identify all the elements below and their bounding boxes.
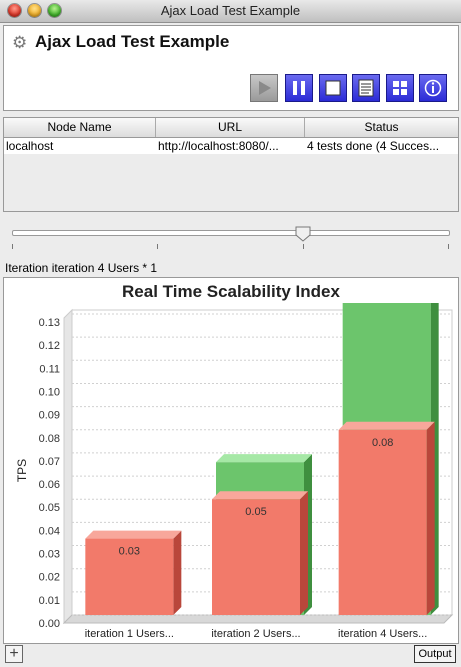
- pause-icon: [293, 81, 305, 95]
- y-tick-label: 0.04: [39, 525, 60, 537]
- chart-title: Real Time Scalability Index: [122, 282, 340, 301]
- data-label: 0.03: [119, 546, 140, 558]
- x-tick-label: iteration 1 Users...: [85, 628, 174, 640]
- y-tick-label: 0.00: [39, 618, 60, 630]
- stop-button[interactable]: [319, 74, 347, 102]
- table-header: Node Name URL Status: [4, 118, 458, 138]
- header-panel: ⚙ Ajax Load Test Example: [3, 25, 459, 111]
- bar-red-top: [212, 491, 308, 500]
- table-row[interactable]: localhost http://localhost:8080/... 4 te…: [4, 138, 458, 154]
- cell-status: 4 tests done (4 Succes...: [307, 139, 440, 153]
- bar-red: [85, 538, 174, 615]
- page-title: Ajax Load Test Example: [35, 32, 230, 51]
- zoom-window-button[interactable]: [48, 4, 61, 17]
- play-icon: [259, 81, 271, 95]
- bar-red-side: [300, 491, 308, 615]
- info-button[interactable]: [419, 74, 447, 102]
- bar-green-top: [216, 454, 312, 463]
- close-window-button[interactable]: [8, 4, 21, 17]
- scalability-chart: 0.00 0.01 0.02 0.03 0.04 0.05 0.06 0.07 0.08 0.09…: [15, 303, 454, 640]
- x-tick-label: iteration 2 Users...: [211, 628, 300, 640]
- run-button[interactable]: [250, 74, 278, 102]
- document-icon: [358, 79, 374, 97]
- y-axis-label: TPS: [15, 459, 29, 482]
- iteration-slider-panel: Iteration iteration 4 Users * 1: [3, 220, 457, 276]
- bar-red-side: [173, 530, 182, 615]
- plot-side-wall: [63, 308, 73, 625]
- layout-button[interactable]: [386, 74, 414, 102]
- iteration-label: Iteration iteration 4 Users * 1: [5, 261, 158, 275]
- grid-icon: [393, 81, 407, 95]
- x-tick-label: iteration 4 Users...: [338, 628, 427, 640]
- plot-floor: [62, 614, 454, 624]
- data-label: 0.08: [372, 437, 393, 449]
- column-header-node-name[interactable]: Node Name: [4, 118, 156, 137]
- slider-tick: [157, 244, 158, 249]
- y-tick-label: 0.13: [39, 317, 60, 329]
- column-header-status[interactable]: Status: [364, 120, 399, 134]
- output-button[interactable]: Output: [414, 645, 456, 663]
- report-button[interactable]: [352, 74, 380, 102]
- add-button[interactable]: +: [5, 645, 23, 663]
- bar-red: [212, 499, 300, 615]
- column-header-url[interactable]: URL: [156, 118, 305, 137]
- slider-thumb[interactable]: [295, 226, 311, 242]
- y-tick-label: 0.10: [39, 386, 60, 398]
- y-tick-label: 0.03: [39, 549, 60, 561]
- cell-node-name: localhost: [6, 139, 54, 153]
- slider-track[interactable]: [12, 230, 450, 236]
- slider-tick: [448, 244, 449, 249]
- minimize-window-button[interactable]: [28, 4, 41, 17]
- bar-red-top: [338, 421, 435, 430]
- y-tick-label: 0.01: [39, 595, 60, 607]
- slider-tick: [303, 244, 304, 249]
- y-tick-label: 0.02: [39, 572, 60, 584]
- data-label: 0.05: [245, 506, 266, 518]
- chart-panel: Real Time Scalability Index 0.00 0.01 0.02…: [3, 277, 459, 644]
- y-tick-label: 0.05: [39, 502, 60, 514]
- bar-red-side: [426, 421, 435, 615]
- y-tick-label: 0.11: [39, 363, 60, 375]
- y-tick-label: 0.08: [39, 433, 60, 445]
- bottom-bar: + Output: [0, 643, 461, 667]
- y-tick-label: 0.07: [39, 456, 60, 468]
- y-tick-label: 0.06: [39, 479, 60, 491]
- slider-tick: [12, 244, 13, 249]
- y-tick-label: 0.09: [39, 410, 60, 422]
- node-table: Node Name URL Status localhost http://lo…: [3, 117, 459, 212]
- pause-button[interactable]: [285, 74, 313, 102]
- title-bar: Ajax Load Test Example: [0, 0, 461, 23]
- gear-icon: ⚙: [12, 33, 28, 52]
- stop-icon: [325, 80, 341, 96]
- window-title: Ajax Load Test Example: [160, 3, 301, 18]
- info-icon: [424, 79, 442, 97]
- bar-red: [338, 429, 427, 615]
- bar-red-top: [85, 530, 182, 539]
- y-tick-label: 0.12: [39, 340, 60, 352]
- cell-url: http://localhost:8080/...: [158, 139, 279, 153]
